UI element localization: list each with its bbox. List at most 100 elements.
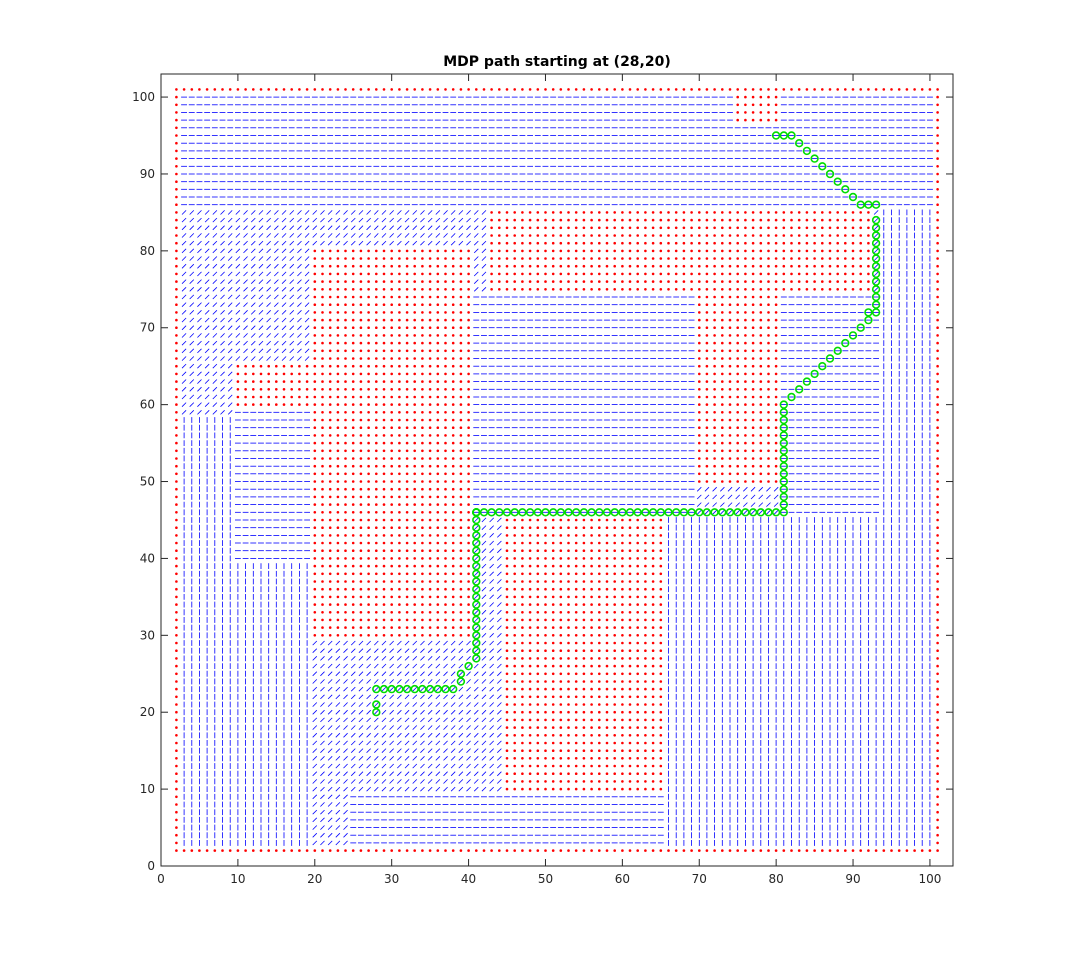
policy-arrow	[327, 217, 333, 223]
policy-arrow	[473, 625, 479, 630]
policy-arrow	[458, 732, 464, 738]
policy-arrow	[481, 525, 487, 530]
policy-arrow	[466, 709, 471, 715]
policy-arrow	[435, 671, 441, 677]
policy-arrow	[497, 556, 502, 561]
policy-arrow	[366, 217, 371, 223]
policy-arrow	[473, 702, 479, 707]
policy-arrow	[435, 656, 441, 661]
policy-arrow	[320, 717, 325, 723]
policy-arrow	[366, 671, 371, 677]
policy-arrow	[397, 233, 402, 238]
policy-arrow	[212, 394, 218, 400]
policy-arrow	[473, 556, 479, 561]
policy-arrow	[266, 287, 271, 292]
policy-arrow	[381, 763, 387, 769]
policy-arrow	[320, 794, 325, 800]
policy-arrow	[412, 717, 418, 723]
policy-arrow	[381, 779, 387, 784]
policy-arrow	[212, 225, 218, 231]
policy-arrow	[312, 832, 318, 838]
policy-arrow	[374, 233, 379, 238]
policy-arrow	[389, 656, 394, 661]
policy-arrow	[343, 740, 348, 746]
policy-arrow	[220, 310, 225, 315]
policy-arrow	[343, 817, 348, 823]
policy-arrow	[320, 686, 325, 692]
policy-arrow	[497, 579, 502, 584]
policy-arrow	[297, 256, 302, 261]
policy-arrow	[312, 740, 318, 746]
policy-arrow	[358, 786, 364, 792]
policy-arrow	[312, 771, 318, 777]
policy-arrow	[750, 502, 756, 507]
policy-arrow	[343, 802, 348, 807]
policy-arrow	[220, 325, 225, 331]
policy-arrow	[312, 840, 318, 846]
policy-arrow	[435, 771, 441, 777]
policy-arrow	[320, 640, 325, 646]
policy-arrow	[435, 725, 441, 730]
policy-arrow	[327, 840, 333, 846]
policy-arrow	[258, 271, 264, 277]
policy-arrow	[297, 302, 302, 307]
policy-arrow	[489, 779, 494, 784]
policy-arrow	[466, 748, 471, 753]
policy-arrow	[358, 756, 364, 761]
policy-arrow	[297, 348, 302, 354]
policy-arrow	[312, 663, 318, 669]
policy-arrow	[497, 725, 502, 730]
policy-arrow	[212, 233, 218, 238]
policy-arrow	[473, 240, 479, 246]
policy-arrow	[404, 671, 410, 677]
policy-arrow	[281, 217, 287, 223]
policy-arrow	[473, 271, 479, 277]
policy-arrow	[204, 248, 210, 254]
policy-arrow	[274, 294, 279, 300]
policy-arrow	[327, 832, 333, 838]
policy-arrow	[389, 640, 394, 646]
policy-arrow	[320, 225, 325, 231]
policy-arrow	[450, 709, 456, 715]
policy-arrow	[435, 709, 441, 715]
policy-arrow	[489, 656, 494, 661]
policy-arrow	[258, 333, 264, 338]
policy-arrow	[266, 225, 271, 231]
policy-arrow	[197, 217, 202, 223]
policy-arrow	[397, 717, 402, 723]
policy-arrow	[473, 525, 479, 530]
policy-arrow	[204, 302, 210, 307]
policy-arrow	[274, 263, 279, 269]
policy-arrow	[274, 225, 279, 231]
policy-arrow	[381, 771, 387, 777]
policy-arrow	[220, 363, 225, 369]
policy-arrow	[389, 763, 394, 769]
policy-arrow	[343, 748, 348, 753]
policy-arrow	[766, 502, 771, 507]
policy-arrow	[458, 779, 464, 784]
policy-arrow	[289, 263, 295, 269]
policy-arrow	[350, 686, 356, 692]
policy-arrow	[489, 625, 494, 630]
policy-arrow	[427, 756, 433, 761]
policy-arrow	[481, 287, 487, 292]
policy-arrow	[343, 648, 348, 653]
policy-arrow	[435, 640, 441, 646]
policy-arrow	[281, 333, 287, 338]
policy-arrow	[466, 725, 471, 730]
policy-arrow	[466, 732, 471, 738]
policy-arrow	[404, 763, 410, 769]
policy-arrow	[227, 225, 233, 231]
policy-arrow	[312, 725, 318, 730]
policy-arrow	[320, 802, 325, 807]
policy-arrow	[181, 225, 187, 231]
policy-arrow	[335, 817, 341, 823]
policy-arrow	[212, 294, 218, 300]
policy-arrow	[481, 263, 487, 269]
policy-arrow	[397, 694, 402, 700]
policy-arrow	[204, 310, 210, 315]
policy-arrow	[312, 717, 318, 723]
policy-arrow	[243, 233, 248, 238]
policy-arrow	[389, 225, 394, 231]
policy-arrow	[481, 702, 487, 707]
